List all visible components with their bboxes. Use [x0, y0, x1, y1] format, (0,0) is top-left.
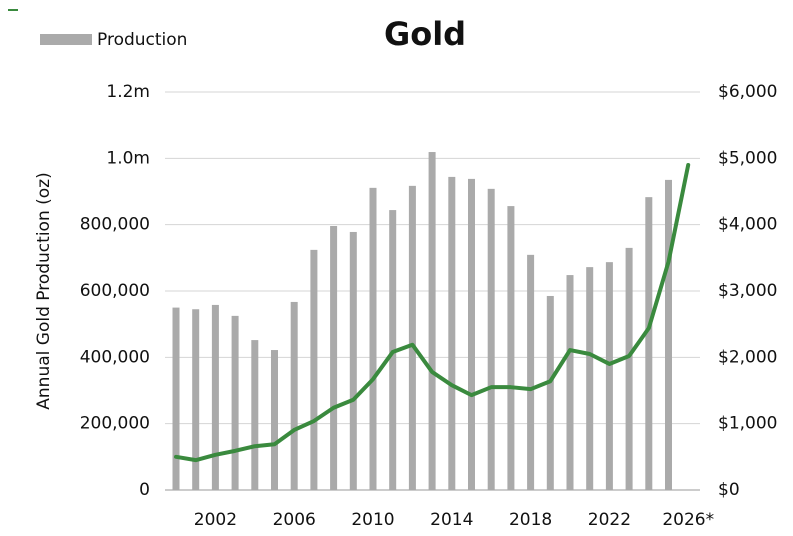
- y2-tick-label: $5,000: [718, 148, 777, 168]
- x-tick-label: 2010: [351, 510, 394, 530]
- bar: [428, 152, 436, 490]
- bar: [468, 178, 475, 490]
- y2-tick-label: $1,000: [718, 414, 777, 434]
- y-tick-label: 1.0m: [106, 148, 150, 168]
- y2-tick-label: $0: [718, 480, 740, 500]
- bar: [290, 301, 298, 490]
- x-tick-label: 2018: [509, 510, 552, 530]
- legend-label: Production: [97, 30, 187, 50]
- bar: [231, 315, 239, 490]
- y-tick-label: 800,000: [80, 215, 150, 235]
- price-line: [174, 162, 691, 463]
- bar: [625, 247, 633, 490]
- bar: [586, 267, 594, 490]
- bar: [271, 350, 278, 490]
- x-tick-label: 2002: [194, 510, 237, 530]
- y-tick-label: 1.2m: [106, 82, 150, 102]
- bar: [192, 309, 200, 490]
- bar: [566, 275, 574, 490]
- bar: [251, 340, 259, 490]
- y-axis-label: Annual Gold Production (oz): [34, 172, 54, 409]
- bar: [349, 231, 357, 491]
- bar: [330, 225, 338, 490]
- bar: [665, 179, 672, 490]
- bar: [487, 188, 495, 490]
- y2-tick-label: $2,000: [718, 347, 777, 367]
- y-tick-label: 0: [139, 480, 150, 500]
- x-tick-label: 2014: [430, 510, 473, 530]
- y-tick-label: 200,000: [80, 414, 150, 434]
- y-tick-label: 600,000: [80, 281, 150, 301]
- bar: [211, 304, 219, 490]
- bar: [408, 185, 416, 490]
- bar: [369, 187, 377, 490]
- y2-tick-label: $3,000: [718, 281, 777, 301]
- chart-title: Gold: [384, 15, 466, 53]
- bar: [310, 249, 318, 490]
- y2-tick-label: $6,000: [718, 82, 777, 102]
- legend-swatch: [40, 34, 92, 45]
- bar: [448, 176, 456, 490]
- bar: [172, 307, 180, 490]
- x-tick-label: 2026*: [662, 510, 714, 530]
- x-tick-label: 2006: [273, 510, 316, 530]
- bar: [645, 197, 653, 490]
- bar: [546, 295, 554, 490]
- bar: [527, 254, 535, 490]
- bar: [507, 206, 515, 491]
- x-tick-label: 2022: [588, 510, 631, 530]
- y2-tick-label: $4,000: [718, 215, 777, 235]
- bar: [605, 262, 613, 490]
- y-tick-label: 400,000: [80, 347, 150, 367]
